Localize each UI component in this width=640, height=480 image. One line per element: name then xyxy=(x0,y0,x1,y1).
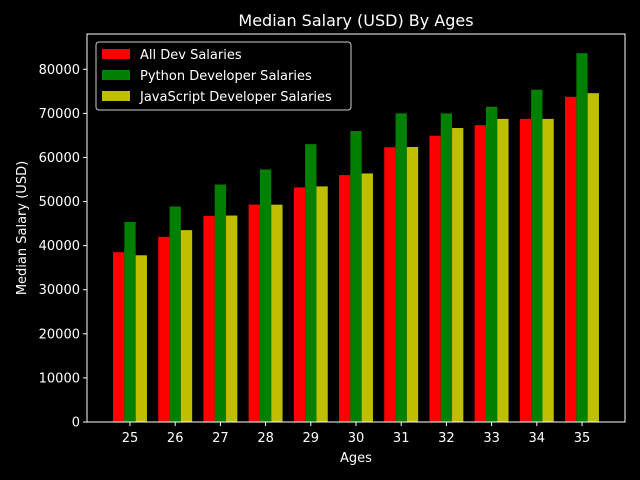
legend-swatch-1 xyxy=(102,49,130,59)
legend-swatch-2 xyxy=(102,70,130,80)
bar-2-25 xyxy=(124,221,136,422)
bar-1-29 xyxy=(293,187,306,422)
legend-box xyxy=(95,41,352,111)
y-tick-label-7: 70000 xyxy=(39,107,80,122)
x-tick-label-31: 31 xyxy=(393,431,410,446)
bar-3-32 xyxy=(452,128,464,423)
x-tick-label-25: 25 xyxy=(122,431,139,446)
bar-1-33 xyxy=(474,125,486,422)
y-tick-label-1: 10000 xyxy=(39,371,80,386)
y-tick-label-4: 40000 xyxy=(39,239,80,254)
y-tick-label-5: 50000 xyxy=(39,195,80,210)
bar-3-28 xyxy=(271,204,283,422)
bar-1-28 xyxy=(248,204,260,422)
x-tick-label-32: 32 xyxy=(438,431,455,446)
bar-2-35 xyxy=(576,53,588,423)
bar-3-31 xyxy=(406,146,419,422)
x-tick-label-30: 30 xyxy=(348,431,365,446)
y-axis-label: Median Salary (USD) xyxy=(15,161,30,295)
bar-1-25 xyxy=(113,252,125,422)
legend: All Dev Salaries Python Developer Salarie… xyxy=(95,41,352,111)
y-tick-label-6: 60000 xyxy=(39,151,80,166)
bar-3-26 xyxy=(180,230,193,422)
bar-1-30 xyxy=(339,175,351,422)
y-tick-label-3: 30000 xyxy=(39,283,80,298)
bar-1-31 xyxy=(384,147,396,422)
bar-2-34 xyxy=(531,89,543,422)
legend-label-2: Python Developer Salaries xyxy=(140,69,312,84)
bar-1-34 xyxy=(519,118,532,422)
bar-1-27 xyxy=(203,215,215,422)
bar-1-32 xyxy=(429,135,441,422)
bar-2-29 xyxy=(305,144,317,422)
bar-2-28 xyxy=(259,169,272,422)
y-tick-label-2: 20000 xyxy=(39,327,80,342)
y-tick-label-8: 80000 xyxy=(39,63,80,78)
bars-layer xyxy=(113,53,599,423)
y-axis: 0 10000 20000 30000 40000 50000 60000 70000 8000… xyxy=(39,63,87,431)
bar-2-27 xyxy=(214,184,227,422)
legend-label-1: All Dev Salaries xyxy=(140,48,242,63)
x-tick-label-28: 28 xyxy=(257,431,274,446)
bar-3-27 xyxy=(226,215,238,422)
legend-label-3: JavaScript Developer Salaries xyxy=(139,90,332,105)
bar-3-25 xyxy=(135,255,147,422)
x-tick-label-27: 27 xyxy=(212,431,229,446)
bar-2-32 xyxy=(440,113,453,422)
x-tick-label-34: 34 xyxy=(529,431,546,446)
x-tick-label-35: 35 xyxy=(574,431,591,446)
x-tick-label-26: 26 xyxy=(167,431,184,446)
bar-3-30 xyxy=(361,173,373,422)
x-axis-label: Ages xyxy=(340,451,372,466)
y-tick-label-0: 0 xyxy=(72,416,80,431)
bar-2-33 xyxy=(485,106,498,422)
bar-1-35 xyxy=(565,96,577,422)
bar-2-26 xyxy=(169,206,181,422)
x-tick-label-33: 33 xyxy=(483,431,500,446)
bar-3-34 xyxy=(542,118,554,422)
bar-3-33 xyxy=(497,118,509,423)
bar-3-35 xyxy=(587,93,599,423)
bar-1-26 xyxy=(158,236,170,422)
chart-title: Median Salary (USD) By Ages xyxy=(238,11,473,30)
bar-3-29 xyxy=(316,186,328,422)
x-tick-label-29: 29 xyxy=(303,431,320,446)
bar-2-30 xyxy=(350,131,362,422)
x-axis: 25 26 27 28 29 30 31 32 33 34 35 xyxy=(122,422,591,446)
legend-swatch-3 xyxy=(102,91,130,101)
bar-2-31 xyxy=(395,113,407,423)
